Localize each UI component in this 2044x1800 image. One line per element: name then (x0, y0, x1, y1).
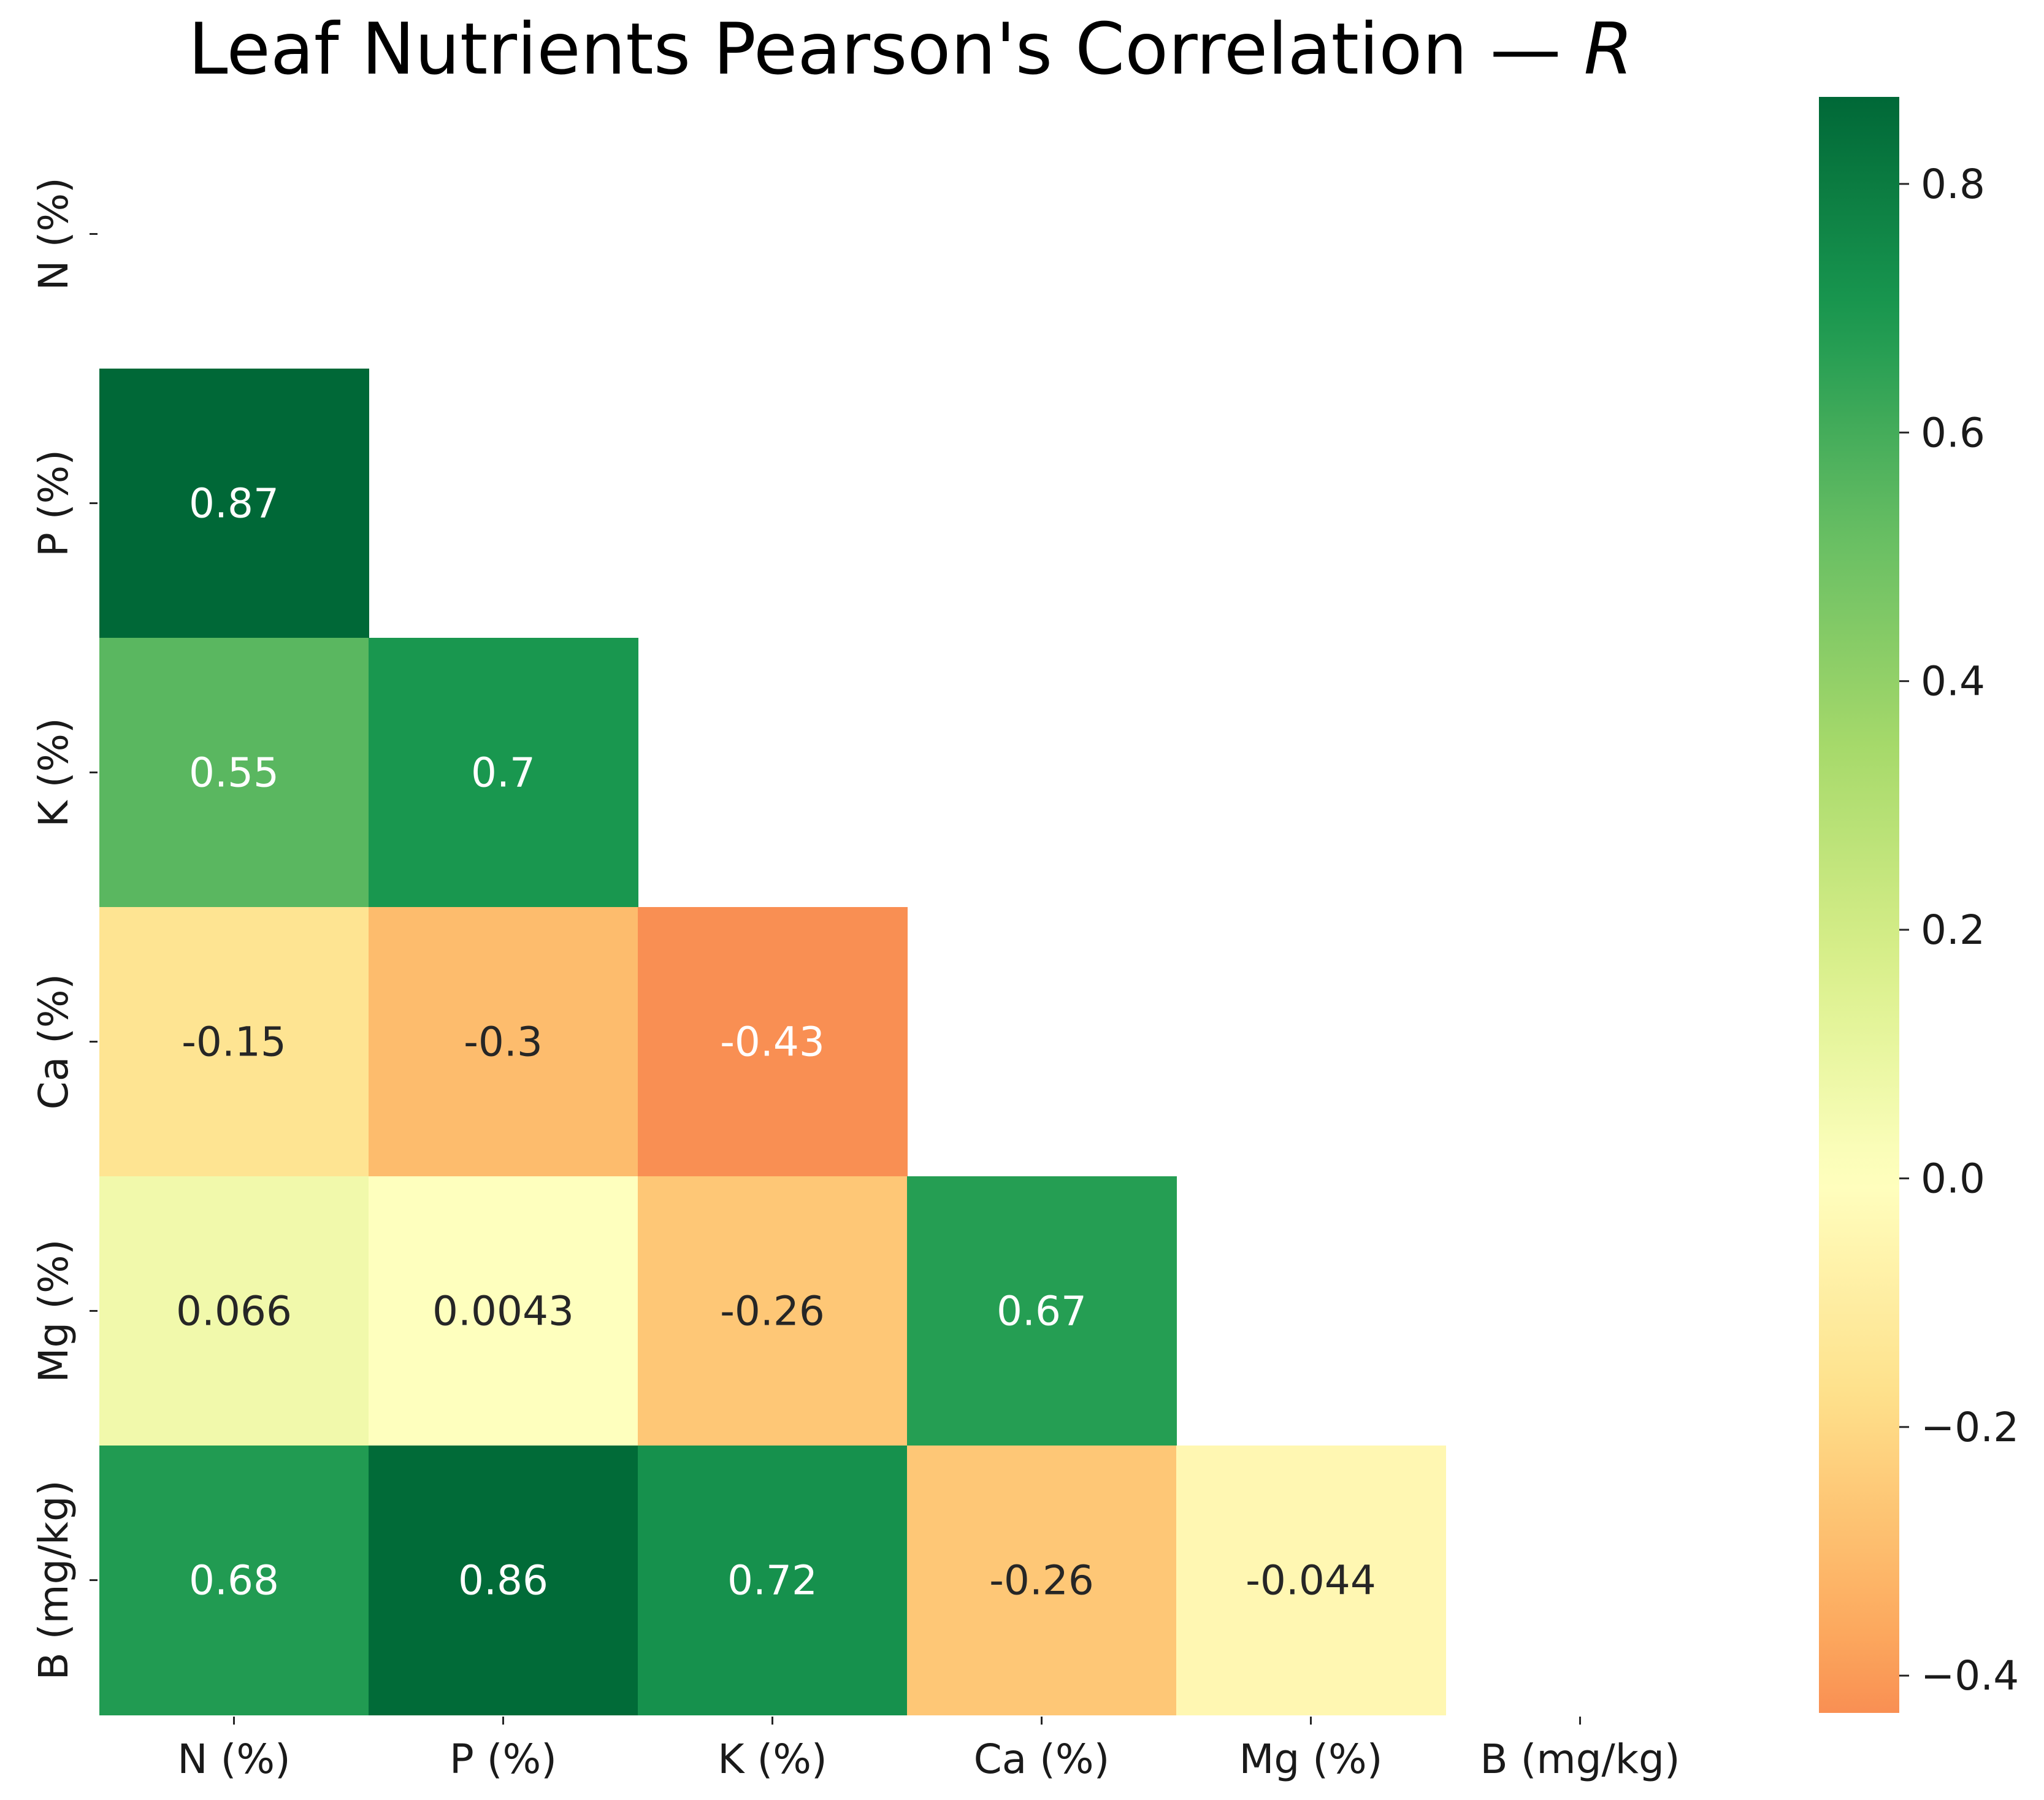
y-tick-label: P (%) (30, 450, 77, 557)
heatmap-cell (907, 1176, 1177, 1446)
x-tick-label: Ca (%) (974, 1736, 1110, 1783)
cell-value-label: 0.72 (727, 1557, 817, 1604)
cell-value-label: 0.67 (997, 1288, 1087, 1335)
heatmap-cell (369, 1446, 638, 1715)
cell-value-label: 0.55 (189, 749, 279, 797)
heatmap-cell (99, 907, 369, 1177)
cell-value-label: -0.15 (182, 1019, 286, 1066)
heatmap-cell (99, 1176, 369, 1446)
y-tick-label: K (%) (30, 718, 77, 827)
heatmap-cell (907, 1446, 1177, 1715)
x-axis: N (%) P (%) K (%) Ca (%) Mg (%) B (mg/kg) (177, 1717, 1680, 1783)
heatmap-cell (638, 1446, 908, 1715)
cell-value-label: 0.0043 (432, 1288, 574, 1335)
heatmap-cell (99, 369, 369, 638)
y-tick-label: Mg (%) (30, 1239, 77, 1382)
colorbar-tick-label: 0.2 (1921, 906, 1985, 954)
x-tick-label: B (mg/kg) (1480, 1736, 1680, 1783)
colorbar-tick-label: −0.2 (1921, 1404, 2019, 1451)
heatmap-cell (638, 1176, 908, 1446)
cell-value-label: -0.26 (720, 1288, 825, 1335)
heatmap-cell-labels: 0.87 0.55 0.7 -0.15 -0.3 -0.43 0.066 0.0043 -0.2… (176, 480, 1376, 1604)
chart-title-symbol: R (1583, 8, 1633, 91)
colorbar-gradient (1819, 97, 1899, 1713)
cell-value-label: -0.3 (464, 1019, 543, 1066)
colorbar-tick-label: 0.4 (1921, 658, 1985, 705)
y-tick-label: N (%) (30, 177, 77, 291)
heatmap-cell (369, 1176, 638, 1446)
cell-value-label: 0.68 (189, 1557, 279, 1604)
x-tick-label: K (%) (718, 1736, 827, 1783)
heatmap-cell (369, 638, 638, 908)
cell-value-label: -0.044 (1246, 1557, 1376, 1604)
colorbar-tick-label: 0.8 (1921, 161, 1985, 208)
cell-value-label: 0.86 (458, 1557, 548, 1604)
cell-value-label: -0.26 (989, 1557, 1094, 1604)
chart-title-text: Leaf Nutrients Pearson's Correlation — (188, 8, 1584, 91)
heatmap-cells (99, 369, 1446, 1715)
y-tick-label: B (mg/kg) (30, 1480, 77, 1680)
cell-value-label: 0.87 (189, 480, 279, 527)
y-tick-label: Ca (%) (30, 974, 77, 1110)
heatmap-cell (99, 638, 369, 908)
chart-title: Leaf Nutrients Pearson's Correlation — R (188, 8, 1633, 91)
cell-value-label: 0.066 (176, 1288, 292, 1335)
y-axis: N (%) P (%) K (%) Ca (%) Mg (%) B (mg/kg) (30, 177, 98, 1680)
x-tick-label: N (%) (177, 1736, 291, 1783)
x-tick-label: P (%) (450, 1736, 557, 1783)
colorbar-tick-label: −0.4 (1921, 1652, 2019, 1699)
heatmap-cell (99, 1446, 369, 1715)
x-tick-label: Mg (%) (1239, 1736, 1382, 1783)
colorbar: 0.8 0.6 0.4 0.2 0.0 −0.2 −0.4 (1819, 97, 2019, 1713)
colorbar-tick-label: 0.0 (1921, 1155, 1985, 1202)
cell-value-label: 0.7 (471, 749, 535, 797)
heatmap-cell (1176, 1446, 1446, 1715)
heatmap-cell (369, 907, 638, 1177)
colorbar-tick-label: 0.6 (1921, 409, 1985, 456)
cell-value-label: -0.43 (720, 1019, 825, 1066)
heatmap-cell (638, 907, 908, 1177)
